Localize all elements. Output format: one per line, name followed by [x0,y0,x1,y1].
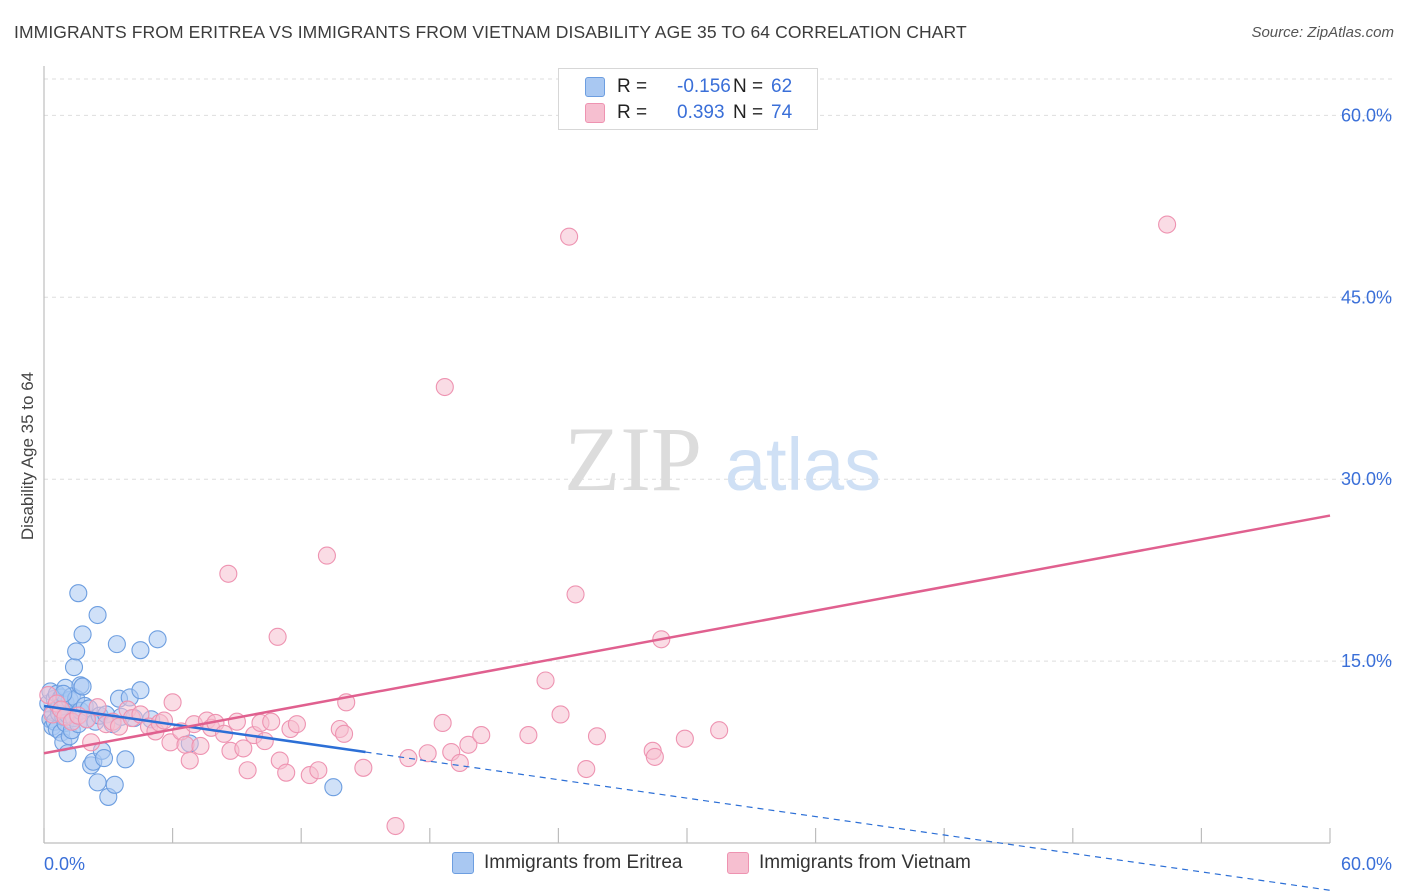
watermark: ZIP atlas [564,408,881,510]
point-vietnam [88,698,107,717]
y-tick-label: 15.0% [1341,651,1392,671]
point-vietnam [1158,215,1177,234]
point-vietnam [154,711,174,730]
point-vietnam [309,761,328,780]
x-tick-label: 60.0% [1341,854,1392,874]
point-vietnam [710,721,729,740]
trend-lines [43,514,1331,891]
legend-n-label: N = [733,102,764,123]
point-eritrea [116,750,135,769]
point-vietnam [234,739,253,758]
trend-eritrea-extension [365,751,1331,891]
y-tick-label: 30.0% [1341,469,1392,489]
legend-r-label: R = [617,102,648,123]
point-vietnam [645,747,664,766]
series-vietnam [39,215,1177,836]
point-vietnam [277,763,296,782]
point-eritrea [67,642,86,661]
legend-n-value: 62 [771,76,793,97]
legend-label-vietnam: Immigrants from Vietnam [759,852,971,873]
point-vietnam [519,726,538,745]
point-vietnam [191,736,210,756]
point-eritrea [94,749,114,768]
point-vietnam [219,564,238,583]
tick-labels: 15.0% 30.0% 45.0% 60.0% 0.0% 60.0% [44,105,1392,874]
point-vietnam [77,710,96,729]
point-vietnam [577,759,596,779]
point-vietnam [587,727,607,746]
point-vietnam [675,729,694,748]
point-eritrea [73,677,92,696]
legend-swatch-eritrea [585,77,605,97]
legend-n-value: 74 [771,102,793,123]
point-vietnam [238,761,257,780]
watermark-atlas: atlas [725,423,881,506]
legend-swatch-vietnam [585,103,605,123]
point-vietnam [262,712,281,731]
legend-swatch-eritrea [452,852,474,874]
point-vietnam [287,715,306,734]
chart-title: IMMIGRANTS FROM ERITREA VS IMMIGRANTS FR… [14,22,967,42]
point-vietnam [268,627,287,646]
point-eritrea [148,630,167,649]
point-vietnam [418,744,437,763]
legend-swatch-vietnam [727,852,749,874]
point-vietnam [386,816,405,836]
y-tick-label: 60.0% [1341,105,1392,125]
y-tick-label: 45.0% [1341,287,1392,307]
point-vietnam [472,726,491,745]
point-vietnam [433,713,452,732]
point-eritrea [69,584,88,603]
legend-label-eritrea: Immigrants from Eritrea [484,852,683,873]
legend-r-value: 0.393 [677,102,725,123]
point-vietnam [551,705,570,724]
point-eritrea [73,625,92,644]
legend-r-label: R = [617,76,648,97]
point-eritrea [131,641,150,660]
legend-r-value: -0.156 [677,76,731,97]
point-eritrea [107,635,126,654]
point-eritrea [64,658,84,677]
point-vietnam [536,671,555,690]
point-eritrea [324,778,343,797]
point-vietnam [566,585,585,604]
point-vietnam [176,735,195,754]
point-vietnam [435,377,454,397]
point-vietnam [399,749,418,768]
legend-n-label: N = [733,76,764,97]
point-vietnam [335,724,354,743]
point-vietnam [109,717,129,736]
series-eritrea [39,584,343,806]
point-eritrea [131,681,150,700]
point-vietnam [255,732,274,751]
point-eritrea [88,605,107,625]
point-vietnam [459,735,478,754]
point-vietnam [450,753,469,773]
point-vietnam [163,693,182,712]
point-eritrea [88,773,107,792]
point-vietnam [180,751,199,770]
point-vietnam [560,227,579,246]
trend-eritrea [43,704,366,754]
watermark-zip: ZIP [564,408,702,510]
correlation-legend: R = -0.156 N = 62 R = 0.393 N = 74 [558,68,818,130]
x-tick-label: 0.0% [44,854,85,874]
trend-vietnam [43,514,1331,755]
point-eritrea [105,775,124,794]
chart-source: Source: ZipAtlas.com [1251,24,1394,41]
point-vietnam [354,758,373,777]
grid-lines [44,78,1392,662]
point-vietnam [317,546,336,565]
